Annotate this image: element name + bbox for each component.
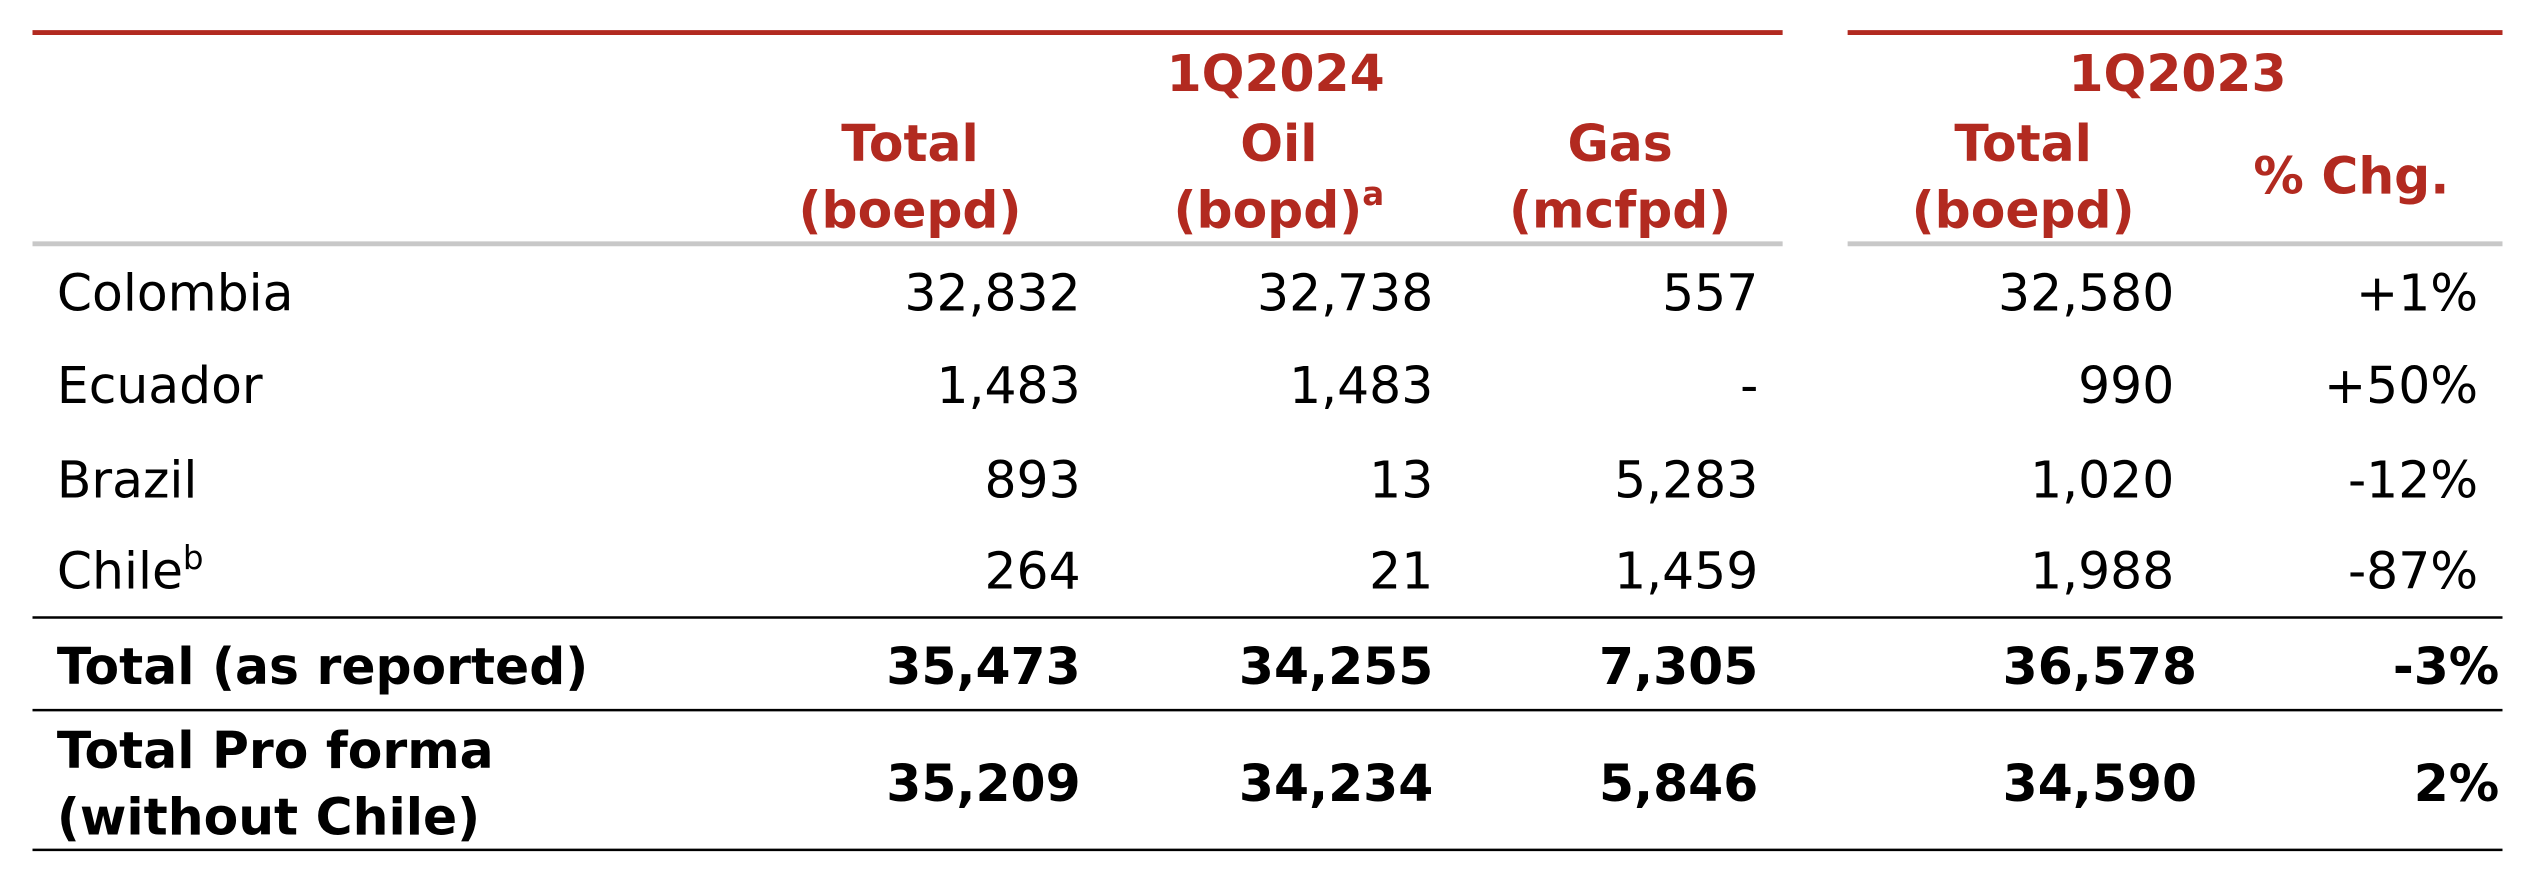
column-header: Gas bbox=[1567, 114, 1672, 173]
total-cell: 7,305 bbox=[1599, 637, 1758, 696]
cell: +50% bbox=[2324, 356, 2478, 415]
cell: 893 bbox=[985, 450, 1081, 509]
cell: 990 bbox=[2078, 356, 2174, 415]
cell: 1,459 bbox=[1614, 541, 1758, 600]
cell: -12% bbox=[2348, 450, 2478, 509]
superscript: b bbox=[183, 539, 204, 577]
row-label: Chileb bbox=[57, 539, 204, 601]
column-header: Total bbox=[841, 114, 979, 173]
row-label: Ecuador bbox=[57, 356, 263, 415]
total-label: Total Pro forma bbox=[57, 721, 494, 780]
row-label: Brazil bbox=[57, 450, 198, 509]
total-cell: 36,578 bbox=[2003, 637, 2197, 696]
cell: 21 bbox=[1369, 541, 1433, 600]
column-header-text: (bopd) bbox=[1174, 181, 1363, 240]
cell: 5,283 bbox=[1614, 450, 1758, 509]
column-header: Total bbox=[1954, 114, 2092, 173]
cell: 13 bbox=[1369, 450, 1433, 509]
cell: 557 bbox=[1662, 263, 1758, 322]
cell: 1,020 bbox=[2030, 450, 2174, 509]
cell: 1,988 bbox=[2030, 541, 2174, 600]
total-cell: -3% bbox=[2393, 637, 2499, 696]
row-label-text: Ecuador bbox=[57, 356, 263, 415]
total-cell: 34,255 bbox=[1239, 637, 1433, 696]
cell: 264 bbox=[985, 541, 1081, 600]
row-label-text: Brazil bbox=[57, 450, 198, 509]
cell: 32,832 bbox=[904, 263, 1080, 322]
total-cell: 34,590 bbox=[2003, 754, 2197, 813]
column-header: (mcfpd) bbox=[1509, 181, 1731, 240]
cell: +1% bbox=[2356, 263, 2478, 322]
column-header: % Chg. bbox=[2253, 146, 2449, 205]
cell: - bbox=[1740, 356, 1758, 415]
group-header: 1Q2023 bbox=[2068, 44, 2286, 103]
total-cell: 2% bbox=[2414, 754, 2500, 813]
total-cell: 34,234 bbox=[1239, 754, 1433, 813]
column-header-text: (boepd) bbox=[1912, 181, 2135, 240]
total-cell: 35,209 bbox=[886, 754, 1080, 813]
cell: 1,483 bbox=[936, 356, 1080, 415]
row-label-text: Chile bbox=[57, 541, 183, 600]
column-header-text: (mcfpd) bbox=[1509, 181, 1731, 240]
column-header: Oil bbox=[1240, 114, 1317, 173]
column-header: (boepd) bbox=[799, 181, 1022, 240]
cell: 32,738 bbox=[1257, 263, 1433, 322]
cell: 32,580 bbox=[1998, 263, 2174, 322]
total-cell: 5,846 bbox=[1599, 754, 1758, 813]
total-label: (without Chile) bbox=[57, 787, 480, 846]
total-label: Total (as reported) bbox=[57, 637, 588, 696]
group-header: 1Q2024 bbox=[1167, 44, 1385, 103]
column-header: (bopd)a bbox=[1174, 175, 1385, 240]
row-label: Colombia bbox=[57, 263, 294, 322]
cell: 1,483 bbox=[1289, 356, 1433, 415]
total-cell: 35,473 bbox=[886, 637, 1080, 696]
cell: -87% bbox=[2348, 541, 2478, 600]
column-header-text: (boepd) bbox=[799, 181, 1022, 240]
column-header: (boepd) bbox=[1912, 181, 2135, 240]
row-label-text: Colombia bbox=[57, 263, 294, 322]
superscript: a bbox=[1362, 175, 1384, 213]
